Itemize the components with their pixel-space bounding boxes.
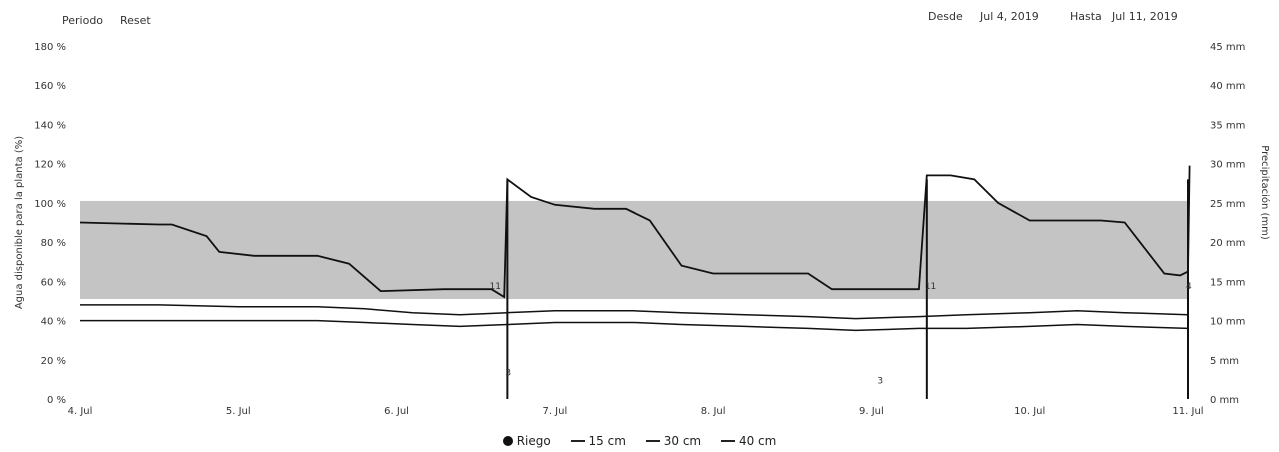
x-tick-label: 8. Jul [701,406,726,417]
y2-tick-label: 35 mm [1210,120,1245,131]
y2-tick-label: 0 mm [1210,395,1239,406]
data-label: 11 [490,282,501,292]
reset-button[interactable]: Reset [120,14,151,27]
x-tick-label: 6. Jul [384,406,409,417]
y2-tick-label: 5 mm [1210,356,1239,367]
y2-tick-label: 10 mm [1210,317,1245,328]
y2-tick-label: 45 mm [1210,42,1245,53]
x-tick-label: 10. Jul [1014,406,1045,417]
line-icon [570,440,585,442]
series-line-40cm [80,319,1189,332]
x-tick-label: 7. Jul [542,406,567,417]
y-tick-label: 140 % [34,120,66,131]
period-label: Periodo [62,14,104,27]
y2-tick-label: 20 mm [1210,238,1245,249]
legend-item-15cm[interactable]: 15 cm [570,434,626,448]
x-tick-label: 4. Jul [68,406,93,417]
legend-label-riego: Riego [516,434,551,448]
y-tick-label: 60 % [41,277,66,288]
legend-item-40cm[interactable]: 40 cm [720,434,777,448]
legend-label-40cm: 40 cm [738,434,777,448]
to-label: Hasta [1070,10,1102,23]
y-tick-label: 20 % [41,356,66,367]
y2-tick-label: 30 mm [1210,160,1245,171]
y2-tick-label: 25 mm [1210,199,1245,210]
y-tick-label: 80 % [41,238,66,249]
legend-label-30cm: 30 cm [663,434,702,448]
legend-label-15cm: 15 cm [588,434,626,448]
dot-icon [502,436,513,446]
y-tick-label: 120 % [34,160,66,171]
x-tick-label: 9. Jul [859,406,884,417]
y2-axis-title: Precipitación (mm) [1259,145,1271,240]
line-icon [720,440,735,442]
x-tick-label: 11. Jul [1172,406,1203,417]
to-date-input[interactable]: Jul 11, 2019 [1112,10,1178,23]
y2-tick-label: 15 mm [1210,277,1245,288]
y-axis-title: Agua disponible para la planta (%) [14,136,25,309]
line-icon [645,440,660,442]
from-date-input[interactable]: Jul 4, 2019 [980,10,1039,23]
y-tick-label: 160 % [34,81,66,92]
legend-item-riego[interactable]: Riego [502,434,551,448]
x-tick-label: 5. Jul [226,406,251,417]
from-label: Desde [928,10,963,23]
series-line-15cm [79,165,1191,299]
optimal-range-band [80,200,1188,299]
y-tick-label: 40 % [41,317,66,328]
series-line-30cm [80,304,1189,320]
data-label: 3 [505,368,511,378]
y-tick-label: 100 % [34,199,66,210]
y-tick-label: 0 % [47,395,66,406]
legend-item-30cm[interactable]: 30 cm [645,434,702,448]
data-label: 4 [1186,282,1192,292]
data-label: 11 [925,282,936,292]
y2-tick-label: 40 mm [1210,81,1245,92]
data-label: 3 [877,376,883,386]
legend: Riego 15 cm 30 cm 40 cm [0,434,1279,448]
y-tick-label: 180 % [34,42,66,53]
